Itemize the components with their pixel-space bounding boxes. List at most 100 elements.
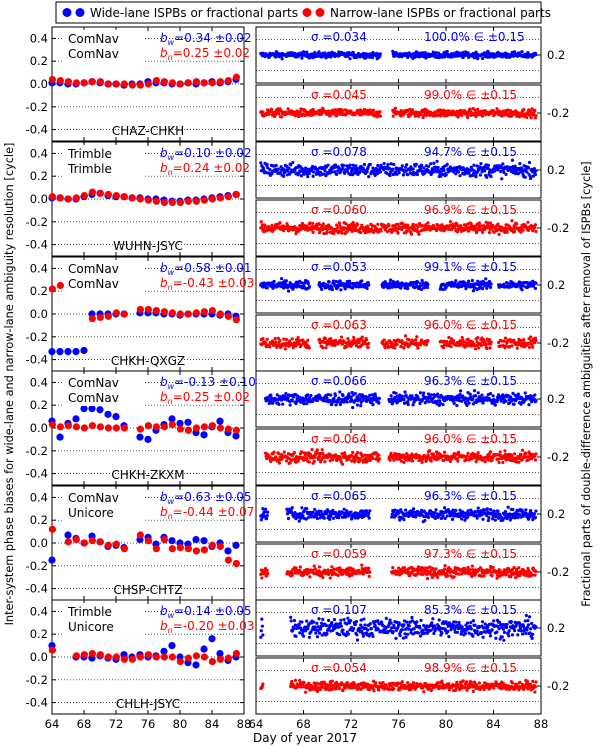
fraction-point-wide xyxy=(278,171,283,175)
fraction-point-wide xyxy=(409,165,413,169)
fraction-point-narrow xyxy=(452,339,456,343)
fraction-point-wide xyxy=(263,507,268,511)
right-ytick-label: 0.2 xyxy=(547,163,565,177)
fraction-point-wide xyxy=(329,393,333,397)
fraction-point-narrow xyxy=(284,337,288,342)
fraction-point-wide xyxy=(437,51,441,55)
fraction-point-narrow xyxy=(269,459,273,464)
fraction-point-narrow xyxy=(466,451,470,455)
fraction-point-wide xyxy=(523,175,527,179)
narrow-lane-point xyxy=(48,525,57,533)
fraction-point-wide xyxy=(436,165,440,170)
fraction-point-wide xyxy=(429,172,433,177)
fraction-point-wide xyxy=(261,166,266,170)
right-ytick-label: 0.2 xyxy=(547,392,565,406)
receiver-2-label: ComNav xyxy=(68,391,119,405)
narrow-lane-point xyxy=(48,420,57,429)
fraction-point-narrow xyxy=(283,347,287,351)
fraction-point-wide xyxy=(470,278,474,283)
narrow-lane-point xyxy=(216,194,224,202)
fraction-point-wide xyxy=(368,509,372,513)
fraction-point-narrow xyxy=(441,346,446,350)
fraction-point-wide xyxy=(360,279,364,283)
sigma-label-narrow: σ =0.064 xyxy=(311,432,367,446)
wide-lane-point xyxy=(216,417,224,425)
fraction-point-narrow xyxy=(477,346,481,350)
fraction-point-wide xyxy=(487,516,491,520)
fraction-point-wide xyxy=(432,161,436,165)
fraction-point-wide xyxy=(341,167,345,171)
narrow-lane-point xyxy=(216,310,224,318)
fraction-point-wide xyxy=(474,50,478,54)
wide-lane-point xyxy=(192,535,200,544)
fraction-point-narrow xyxy=(483,460,487,464)
fraction-point-narrow xyxy=(456,115,460,119)
wide-lane-point xyxy=(112,413,120,421)
fraction-point-narrow xyxy=(489,340,493,344)
fraction-point-wide xyxy=(422,166,426,170)
fraction-point-wide xyxy=(286,289,291,293)
fraction-point-narrow xyxy=(307,460,311,464)
fraction-point-narrow xyxy=(515,114,519,118)
bw-label: bw=-0.13 ±0.10 xyxy=(160,375,256,391)
fraction-point-wide xyxy=(274,163,278,168)
narrow-lane-point xyxy=(144,305,152,314)
narrow-lane-point xyxy=(56,281,64,290)
narrow-lane-point xyxy=(64,195,72,203)
left-ytick-label: 0.0 xyxy=(30,536,48,550)
fraction-point-wide xyxy=(450,517,455,521)
bn-label: bn=-0.43 ±0.03 xyxy=(160,276,254,292)
percent-label-wide: 96.3% ∈ ±0.15 xyxy=(424,374,517,388)
fraction-point-wide xyxy=(435,159,439,163)
fraction-point-wide xyxy=(420,169,424,173)
left-ytick-label: -0.2 xyxy=(26,100,48,114)
fraction-point-narrow xyxy=(310,221,315,225)
fraction-point-wide xyxy=(504,172,508,176)
narrow-lane-point xyxy=(208,541,216,549)
fraction-point-wide xyxy=(378,170,383,174)
fraction-point-wide xyxy=(266,510,270,514)
fraction-point-narrow xyxy=(320,112,324,116)
wide-lane-point xyxy=(96,406,104,414)
fraction-point-wide xyxy=(306,175,310,179)
fraction-point-narrow xyxy=(503,336,508,340)
fraction-point-wide xyxy=(532,166,536,171)
fraction-point-wide xyxy=(377,396,381,400)
fraction-point-narrow xyxy=(534,452,538,456)
fraction-point-narrow xyxy=(345,229,349,233)
receiver-2-label: Unicore xyxy=(68,506,114,520)
fraction-point-narrow xyxy=(403,334,408,338)
fraction-point-narrow xyxy=(534,229,538,234)
narrow-lane-point xyxy=(80,191,88,200)
wide-lane-point xyxy=(144,435,152,443)
fraction-point-narrow xyxy=(268,345,272,349)
narrow-lane-point xyxy=(96,78,104,86)
fraction-point-wide xyxy=(347,392,351,396)
fraction-point-wide xyxy=(406,286,410,291)
fraction-point-wide xyxy=(364,509,369,513)
narrow-lane-point xyxy=(96,423,104,431)
fraction-point-narrow xyxy=(303,113,307,118)
narrow-lane-point xyxy=(88,422,96,430)
fraction-point-narrow xyxy=(279,115,284,119)
fraction-point-wide xyxy=(389,162,393,166)
fraction-point-wide xyxy=(405,163,409,167)
fraction-point-wide xyxy=(520,167,524,171)
narrow-lane-point xyxy=(144,80,152,88)
fraction-point-narrow xyxy=(351,450,355,454)
fraction-point-wide xyxy=(306,281,310,286)
narrow-lane-point xyxy=(128,194,136,202)
fraction-point-wide xyxy=(528,174,532,178)
fraction-point-narrow xyxy=(344,222,348,226)
fraction-point-wide xyxy=(426,515,431,519)
fraction-point-wide xyxy=(472,163,476,167)
fraction-point-wide xyxy=(288,403,292,407)
narrow-lane-point xyxy=(104,80,112,88)
fraction-point-narrow xyxy=(497,460,501,465)
narrow-lane-point xyxy=(64,422,72,430)
left-ytick-label: -0.2 xyxy=(26,559,48,573)
fraction-point-wide xyxy=(445,162,449,166)
right-ytick-label: -0.2 xyxy=(547,221,569,235)
fraction-point-wide xyxy=(406,173,410,177)
wide-lane-point xyxy=(72,348,80,356)
